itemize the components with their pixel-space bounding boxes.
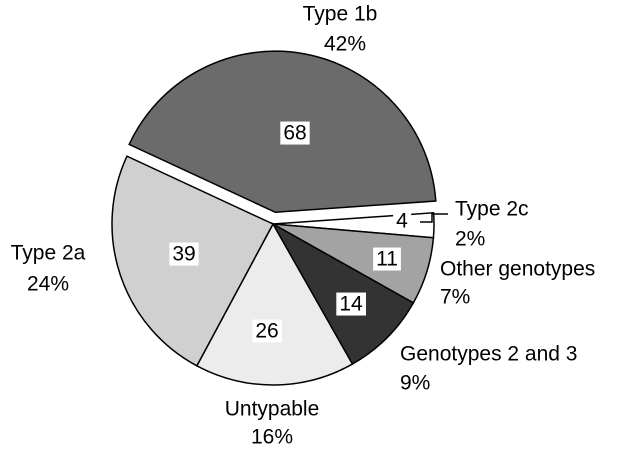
slice-name: Type 2c bbox=[455, 198, 529, 221]
slice-percent: 24% bbox=[27, 273, 69, 296]
value-label: 26 bbox=[255, 320, 278, 343]
value-label: 11 bbox=[376, 248, 398, 271]
slice-percent: 42% bbox=[324, 33, 366, 56]
slice-name: Untypable bbox=[225, 398, 320, 421]
slice-percent: 2% bbox=[455, 228, 485, 251]
slice-name: Type 1b bbox=[303, 3, 378, 26]
value-label: 39 bbox=[172, 243, 195, 266]
slice-percent: 9% bbox=[400, 372, 430, 395]
value-label-box bbox=[336, 292, 366, 316]
value-label: 68 bbox=[283, 122, 306, 145]
value-label-box bbox=[169, 242, 199, 266]
value-label-box bbox=[280, 121, 310, 145]
value-label: 4 bbox=[396, 210, 408, 233]
value-label-box bbox=[393, 209, 412, 233]
pie-slice bbox=[195, 222, 354, 386]
slice-name: Genotypes 2 and 3 bbox=[400, 343, 577, 366]
slice-percent: 7% bbox=[440, 286, 470, 309]
slice-name: Type 2a bbox=[11, 242, 86, 265]
slice-name: Other genotypes bbox=[440, 258, 595, 281]
value-label-box bbox=[252, 319, 282, 343]
value-label-box bbox=[373, 247, 401, 271]
slice-percent: 16% bbox=[251, 426, 293, 449]
leader-line bbox=[420, 213, 448, 223]
value-label: 14 bbox=[339, 293, 363, 316]
